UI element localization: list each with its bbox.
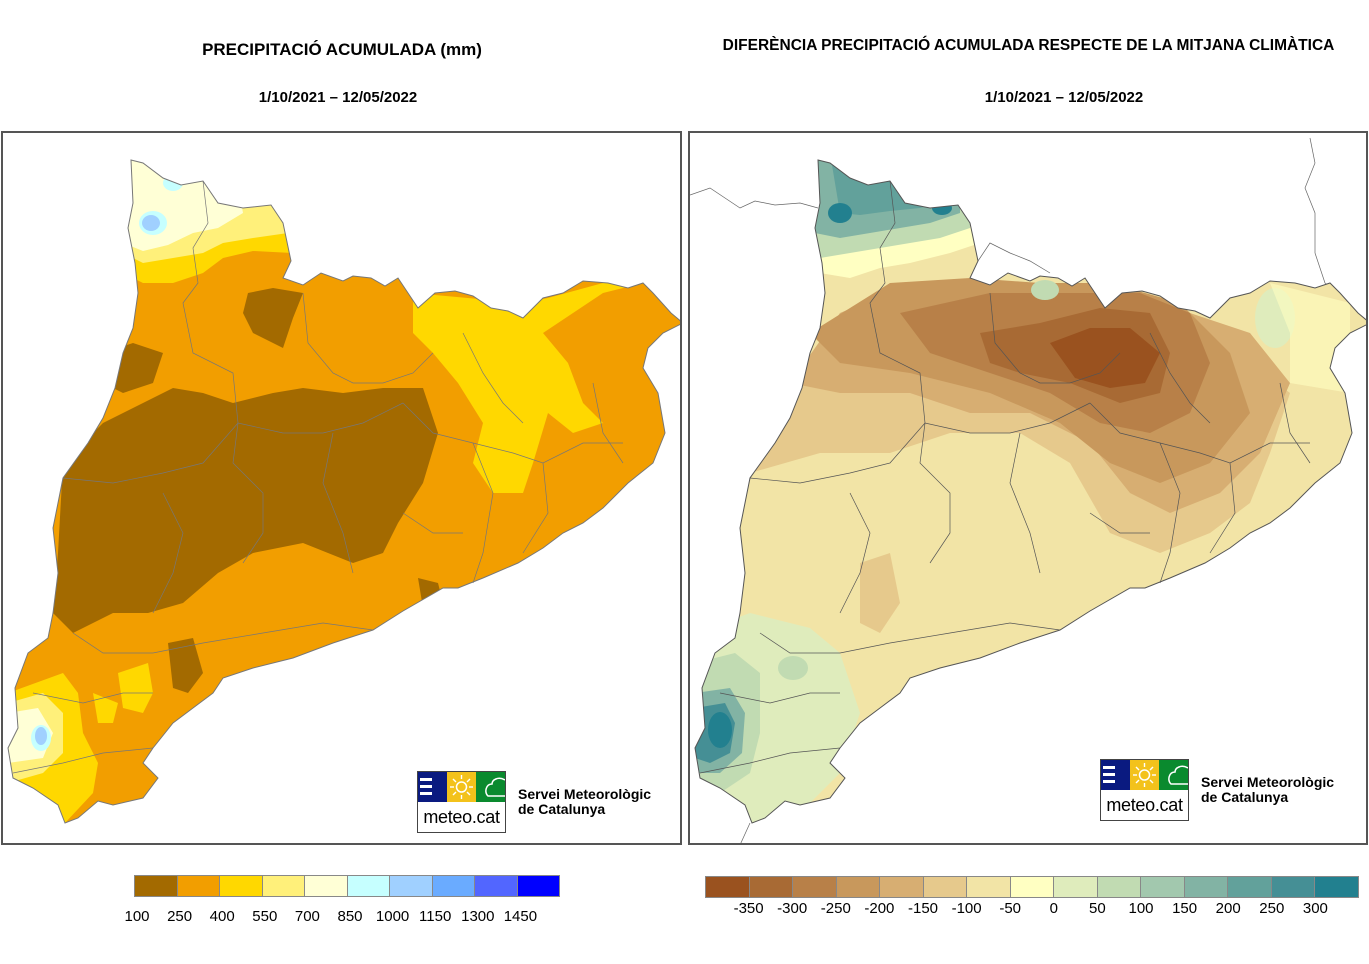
- colorbar-swatch: [390, 876, 433, 896]
- left-colorbar-ticks: 100 250 400 550 700 850 1000 1150 1300 1450: [0, 908, 1369, 928]
- colorbar-tick-label: 250: [1259, 900, 1285, 917]
- logo-org-line2: de Catalunya: [518, 801, 606, 817]
- logo-brand-text: meteo.cat: [423, 807, 500, 827]
- colorbar-tick-label: 250: [167, 908, 193, 925]
- cloud-icon: [476, 772, 505, 802]
- colorbar-swatch: [177, 876, 220, 896]
- colorbar-tick-label: 0: [1049, 900, 1058, 917]
- left-map-title: PRECIPITACIÓ ACUMULADA (mm): [202, 40, 482, 59]
- colorbar-swatch: [1228, 877, 1272, 897]
- colorbar-swatch: [1097, 877, 1142, 897]
- colorbar-tick-label: -300: [777, 900, 808, 917]
- colorbar-tick-label: 1150: [419, 908, 452, 925]
- colorbar-swatch: [749, 877, 794, 897]
- colorbar-tick-label: 550: [252, 908, 278, 925]
- colorbar-swatch: [1315, 877, 1358, 897]
- colorbar-swatch: [475, 876, 518, 896]
- logo-brand-text: meteo.cat: [1106, 795, 1183, 815]
- logo-org-line2: de Catalunya: [1201, 789, 1289, 805]
- comarca-borders: [12, 180, 624, 774]
- colorbar-tick-label: 100: [1128, 900, 1154, 917]
- colorbar-swatch: [923, 877, 968, 897]
- colorbar-tick-label: -150: [907, 900, 939, 917]
- colorbar-tick-label: -200: [864, 900, 895, 917]
- colorbar-swatch: [220, 876, 263, 896]
- colorbar-swatch: [1010, 877, 1055, 897]
- colorbar-swatch: [347, 876, 390, 896]
- colorbar-swatch: [706, 877, 750, 897]
- right-map-date-range: 1/10/2021 – 12/05/2022: [984, 89, 1144, 106]
- colorbar-swatch: [1054, 877, 1098, 897]
- colorbar-tick-label: -250: [820, 900, 851, 917]
- right-map-frame: meteo.cat Servei Meteorològic de Catalun…: [688, 131, 1368, 845]
- colorbar-swatch: [517, 876, 559, 896]
- colorbar-tick-label: 100: [124, 908, 150, 925]
- comarca-borders: [699, 180, 1311, 774]
- precipitation-map: [7, 159, 680, 824]
- colorbar-swatch: [793, 877, 837, 897]
- right-map-title: DIFERÈNCIA PRECIPITACIÓ ACUMULADA RESPEC…: [722, 37, 1335, 54]
- right-colorbar-ticks: -350 -300 -250 -200 -150 -100 -50 0 50 100 150 200 2…: [0, 900, 1369, 920]
- left-map-frame: meteo.cat Servei Meteorològic de Catalun…: [1, 131, 682, 845]
- sun-icon: [1130, 760, 1159, 790]
- colorbar-tick-label: 1000: [375, 908, 410, 925]
- colorbar-swatch: [1271, 877, 1316, 897]
- left-map-date-range: 1/10/2021 – 12/05/2022: [258, 89, 418, 106]
- sun-icon: [447, 772, 476, 802]
- colorbar-swatch: [880, 877, 924, 897]
- colorbar-tick-label: -50: [999, 900, 1022, 917]
- colorbar-tick-label: 200: [1215, 900, 1241, 917]
- cloud-icon: [1159, 760, 1188, 790]
- right-colorbar: [705, 876, 1359, 898]
- colorbar-tick-label: -100: [951, 900, 982, 917]
- logo-org-line1: Servei Meteorològic: [518, 786, 652, 802]
- colorbar-tick-label: 400: [209, 908, 235, 925]
- colorbar-tick-label: 300: [1302, 900, 1328, 917]
- colorbar-swatch: [967, 877, 1011, 897]
- lines-icon: [1101, 760, 1130, 790]
- colorbar-tick-label: 50: [1089, 900, 1106, 917]
- colorbar-swatch: [262, 876, 305, 896]
- colorbar-tick-label: 1300: [461, 908, 495, 925]
- lines-icon: [418, 772, 447, 802]
- colorbar-swatch: [836, 877, 881, 897]
- left-colorbar: [134, 875, 560, 897]
- colorbar-swatch: [1141, 877, 1185, 897]
- colorbar-tick-label: 850: [337, 908, 363, 925]
- precipitation-anomaly-map: [690, 137, 1366, 843]
- colorbar-tick-label: 700: [294, 908, 320, 925]
- logo-org-line1: Servei Meteorològic: [1201, 774, 1335, 790]
- colorbar-tick-label: 150: [1172, 900, 1198, 917]
- meteocat-logo: meteo.cat Servei Meteorològic de Catalun…: [417, 771, 651, 833]
- colorbar-swatch: [432, 876, 475, 896]
- colorbar-swatch: [135, 876, 178, 896]
- colorbar-swatch: [1184, 877, 1229, 897]
- colorbar-tick-label: -350: [733, 900, 764, 917]
- colorbar-tick-label: 1450: [503, 908, 538, 925]
- border-lines: [690, 137, 1341, 843]
- meteocat-logo: meteo.cat Servei Meteorològic de Catalun…: [1100, 759, 1334, 821]
- colorbar-swatch: [305, 876, 348, 896]
